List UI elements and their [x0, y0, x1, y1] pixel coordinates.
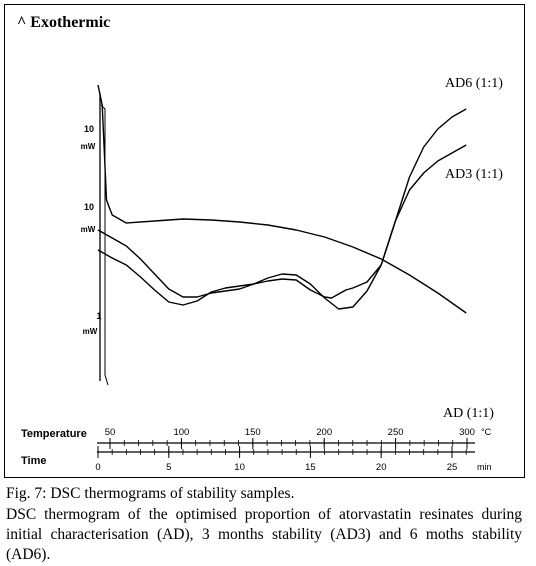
- series-label: AD3 (1:1): [445, 167, 503, 182]
- figure-caption-body: DSC thermogram of the optimised proporti…: [6, 506, 522, 563]
- time-tick-label: 25: [447, 462, 458, 473]
- time-tick-label: 10: [234, 462, 245, 473]
- dsc-thermogram-plot: ^ Exothermic 10 mW 10 mW 1 mW AD6 (1:1) AD3 (1:1…: [17, 14, 503, 473]
- temperature-tick-label: 150: [245, 427, 261, 438]
- scale-bar-value: 10: [84, 124, 94, 134]
- scale-bar-value: 10: [84, 202, 94, 212]
- series-line-ad3: [97, 144, 467, 310]
- time-tick-label: 5: [166, 462, 171, 473]
- time-tick-label: 0: [95, 462, 100, 473]
- chart-title: ^ Exothermic: [17, 14, 110, 31]
- temperature-tick-label: 300: [459, 427, 475, 438]
- time-axis-label: Time: [21, 455, 46, 467]
- scale-bar-unit: mW: [83, 327, 98, 336]
- temperature-tick-label: 200: [316, 427, 332, 438]
- time-tick-label: 20: [376, 462, 387, 473]
- scale-bracket: [100, 104, 109, 386]
- chart-frame: ^ Exothermic 10 mW 10 mW 1 mW AD6 (1:1) AD3 (1:1…: [4, 4, 525, 478]
- scale-bar-value: 1: [96, 311, 101, 321]
- scale-bar-unit: mW: [81, 225, 96, 234]
- time-unit: min: [477, 462, 492, 472]
- temperature-axis-label: Temperature: [21, 428, 87, 440]
- series-line-ad6: [97, 108, 467, 306]
- temperature-tick-label: 50: [105, 427, 116, 438]
- temperature-unit: °C: [481, 427, 492, 437]
- series-label: AD6 (1:1): [445, 76, 503, 91]
- temperature-tick-label: 100: [173, 427, 189, 438]
- scale-bar-unit: mW: [81, 142, 96, 151]
- series-label: AD (1:1): [443, 406, 494, 421]
- series-line-ad: [97, 84, 467, 314]
- time-tick-label: 15: [305, 462, 316, 473]
- temperature-tick-label: 250: [388, 427, 404, 438]
- figure-caption-title: Fig. 7: DSC thermograms of stability sam…: [6, 485, 295, 502]
